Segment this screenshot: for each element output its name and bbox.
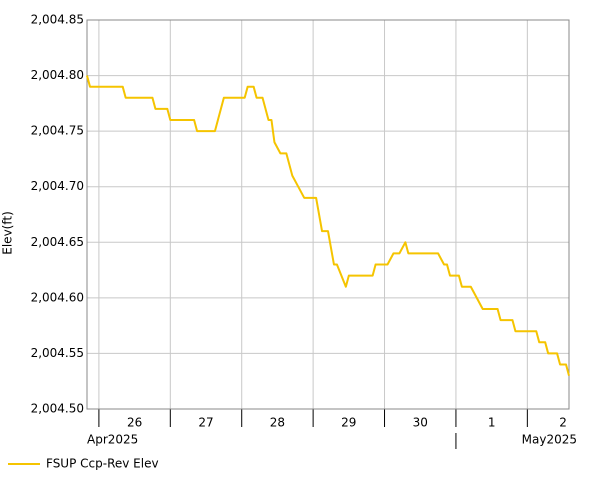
plot-border	[86, 19, 570, 410]
series-line	[86, 75, 570, 376]
x-tick-label: 29	[341, 416, 356, 430]
y-tick-label: 2,004.50	[31, 402, 84, 416]
y-tick-label: 2,004.65	[31, 235, 84, 249]
x-tick-label: 27	[198, 416, 213, 430]
x-tick-label: 28	[270, 416, 285, 430]
x-tick-label: 30	[413, 416, 428, 430]
y-tick-label: 2,004.75	[31, 124, 84, 138]
month-label: May2025	[522, 433, 577, 447]
y-tick-label: 2,004.80	[31, 68, 84, 82]
x-tick-label: 1	[488, 416, 496, 430]
x-tick-label: 2	[559, 416, 567, 430]
y-tick-label: 2,004.85	[31, 13, 84, 27]
y-tick-label: 2,004.55	[31, 346, 84, 360]
month-label: Apr2025	[87, 433, 138, 447]
y-tick-label: 2,004.70	[31, 179, 84, 193]
x-tick-label: 26	[127, 416, 142, 430]
y-axis-label: Elev(ft)	[1, 211, 15, 254]
legend-label: FSUP Ccp-Rev Elev	[46, 457, 159, 471]
y-tick-label: 2,004.60	[31, 290, 84, 304]
